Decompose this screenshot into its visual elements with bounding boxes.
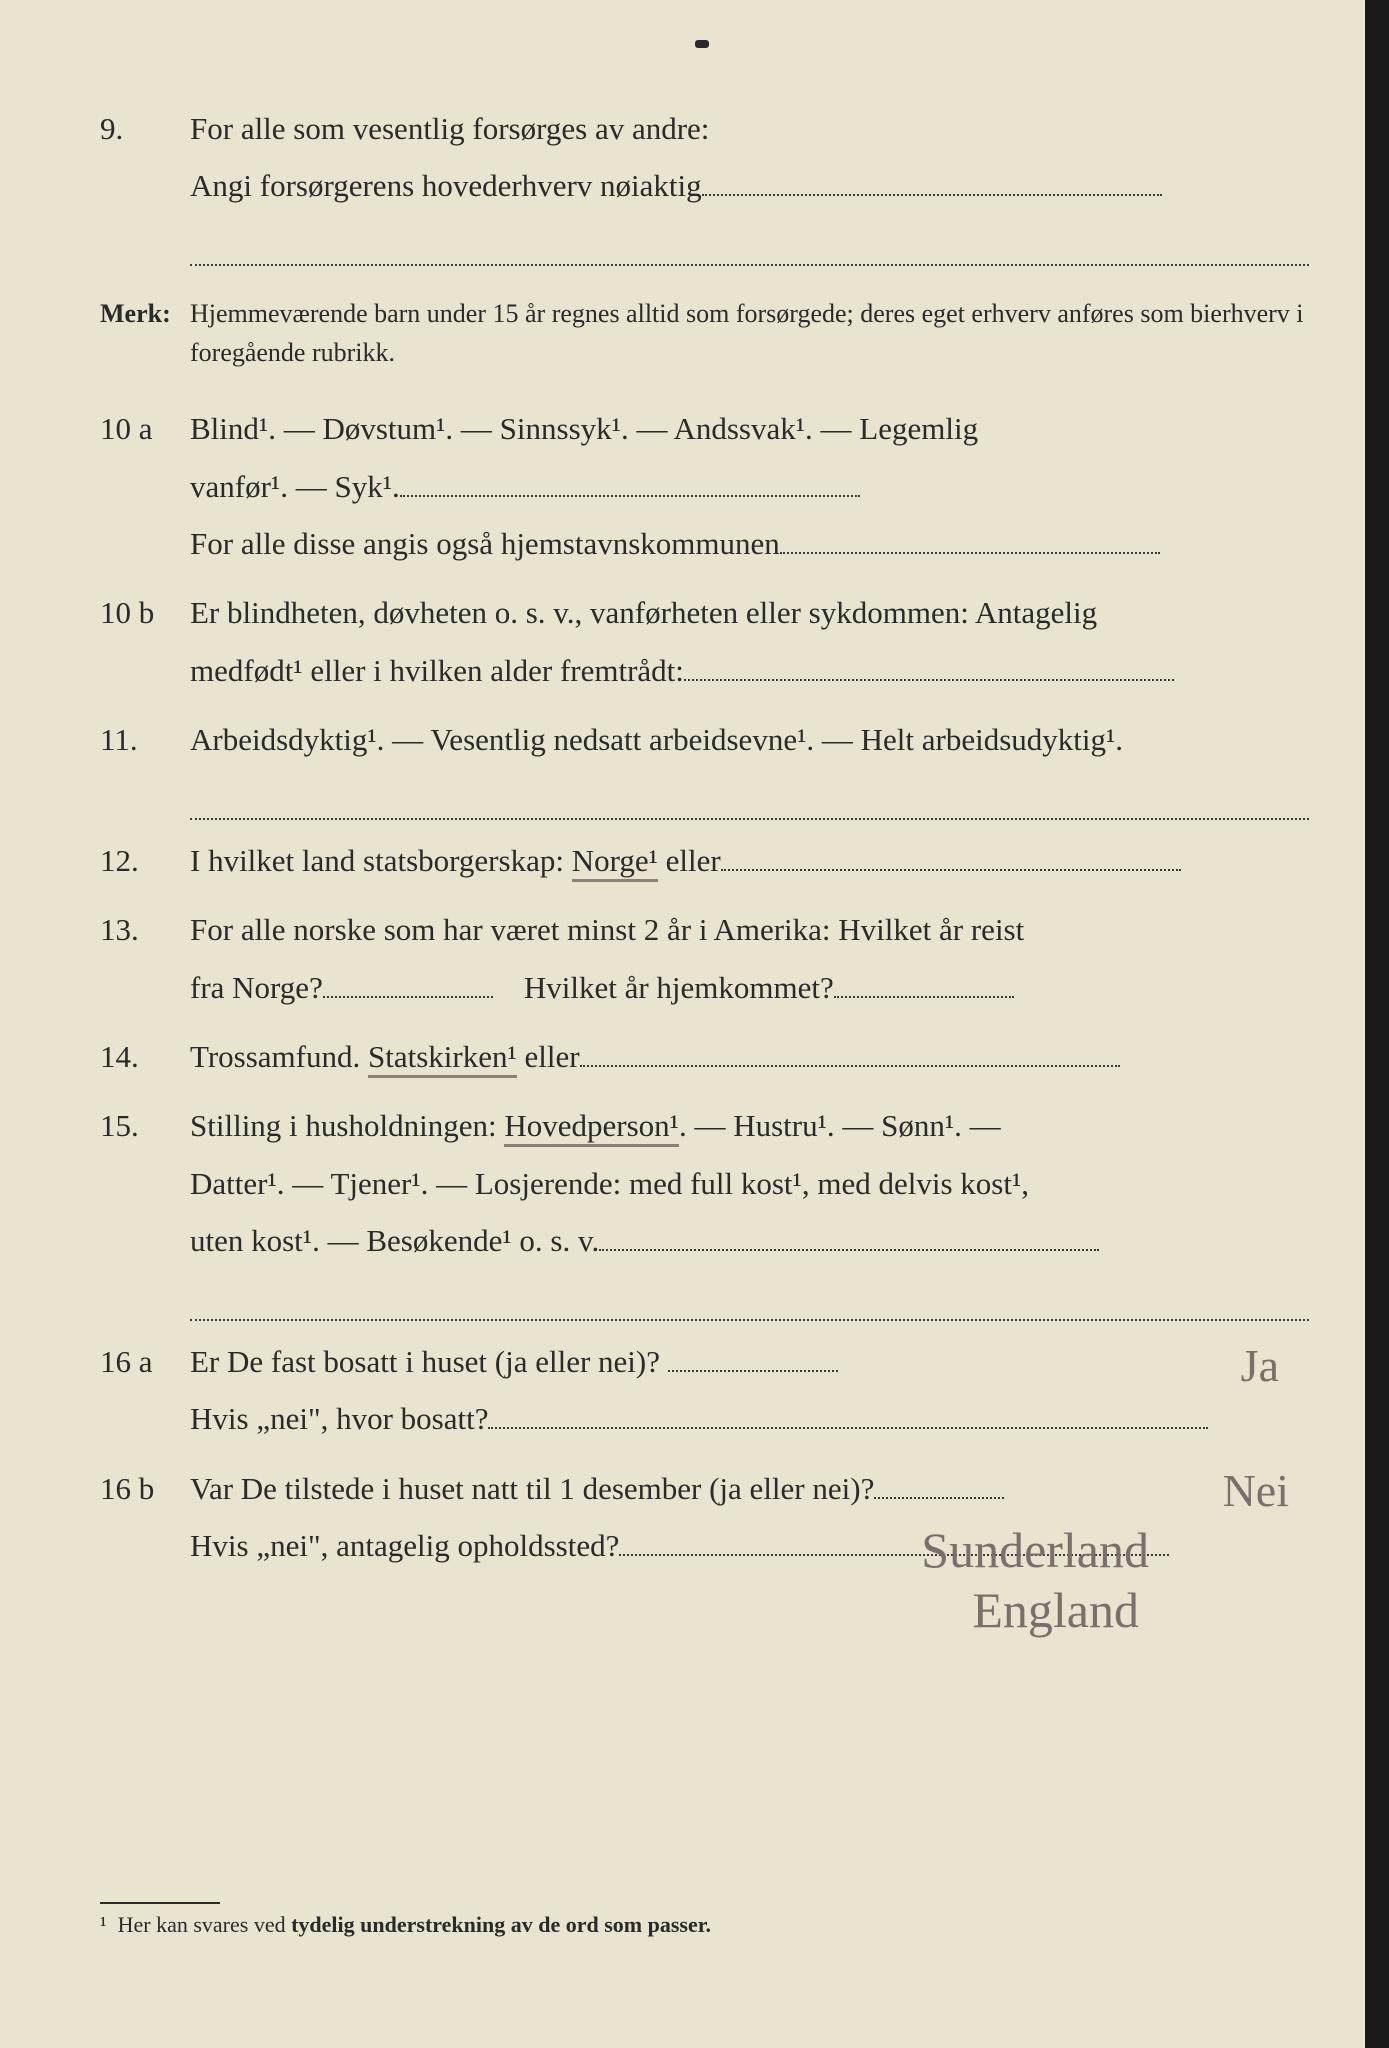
question-11: 11. Arbeidsdyktig¹. — Vesentlig nedsatt … <box>100 711 1309 820</box>
question-number: 9. <box>100 100 190 266</box>
fill-line <box>580 1065 1120 1067</box>
note-body: Hjemmeværende barn under 15 år regnes al… <box>190 294 1309 372</box>
question-body: Er blindheten, døvheten o. s. v., vanfør… <box>190 584 1309 699</box>
fill-line <box>874 1497 1004 1499</box>
question-number: 16 a <box>100 1333 190 1448</box>
footnote-marker: ¹ <box>100 1912 107 1937</box>
question-body: Trossamfund. Statskirken¹ eller <box>190 1028 1309 1085</box>
handwritten-answer-16a: Ja <box>1241 1323 1279 1408</box>
census-form-page: 9. For alle som vesentlig forsørges av a… <box>0 0 1389 2048</box>
question-number: 15. <box>100 1097 190 1321</box>
question-number: 10 a <box>100 400 190 572</box>
handwritten-answer-16b-place2: England <box>972 1564 1139 1657</box>
q10a-options-2: vanfør¹. — Syk¹. <box>190 458 1309 515</box>
question-number: 10 b <box>100 584 190 699</box>
question-number: 11. <box>100 711 190 820</box>
q10b-line1: Er blindheten, døvheten o. s. v., vanfør… <box>190 584 1309 641</box>
fill-line <box>599 1249 1099 1251</box>
q13-line2: fra Norge? Hvilket år hjemkommet? <box>190 959 1309 1016</box>
question-14: 14. Trossamfund. Statskirken¹ eller <box>100 1028 1309 1085</box>
question-body: Er De fast bosatt i huset (ja eller nei)… <box>190 1333 1309 1448</box>
q10b-line2: medfødt¹ eller i hvilken alder fremtrådt… <box>190 642 1309 699</box>
question-9: 9. For alle som vesentlig forsørges av a… <box>100 100 1309 266</box>
q10a-options-1: Blind¹. — Døvstum¹. — Sinnssyk¹. — Andss… <box>190 400 1309 457</box>
fill-line <box>190 1269 1309 1321</box>
note-merk: Merk: Hjemmeværende barn under 15 år reg… <box>100 294 1309 372</box>
q11-options: Arbeidsdyktig¹. — Vesentlig nedsatt arbe… <box>190 711 1309 768</box>
fill-line <box>190 768 1309 820</box>
question-body: For alle som vesentlig forsørges av andr… <box>190 100 1309 266</box>
question-16b: 16 b Var De tilstede i huset natt til 1 … <box>100 1460 1309 1575</box>
q15-line2: Datter¹. — Tjener¹. — Losjerende: med fu… <box>190 1155 1309 1212</box>
q16a-line2: Hvis „nei", hvor bosatt? <box>190 1390 1309 1447</box>
handwritten-answer-16b-yesno: Nei <box>1223 1448 1289 1533</box>
fill-line <box>834 996 1014 998</box>
question-body: Blind¹. — Døvstum¹. — Sinnssyk¹. — Andss… <box>190 400 1309 572</box>
fill-line <box>668 1370 838 1372</box>
question-number: 14. <box>100 1028 190 1085</box>
question-10b: 10 b Er blindheten, døvheten o. s. v., v… <box>100 584 1309 699</box>
fill-line <box>323 996 493 998</box>
note-label: Merk: <box>100 294 190 372</box>
fill-line <box>400 495 860 497</box>
question-12: 12. I hvilket land statsborgerskap: Norg… <box>100 832 1309 889</box>
question-10a: 10 a Blind¹. — Døvstum¹. — Sinnssyk¹. — … <box>100 400 1309 572</box>
fill-line <box>780 552 1160 554</box>
page-mark <box>695 40 709 48</box>
fill-line <box>721 869 1181 871</box>
q10a-hjemstavn: For alle disse angis også hjemstavnskomm… <box>190 515 1309 572</box>
fill-line <box>702 194 1162 196</box>
question-body: Stilling i husholdningen: Hovedperson¹. … <box>190 1097 1309 1321</box>
question-body: I hvilket land statsborgerskap: Norge¹ e… <box>190 832 1309 889</box>
q13-line1: For alle norske som har været minst 2 år… <box>190 901 1309 958</box>
question-body: For alle norske som har været minst 2 år… <box>190 901 1309 1016</box>
q9-line1: For alle som vesentlig forsørges av andr… <box>190 100 1309 157</box>
question-15: 15. Stilling i husholdningen: Hovedperso… <box>100 1097 1309 1321</box>
underlined-norge: Norge¹ <box>572 843 658 882</box>
question-16a: 16 a Er De fast bosatt i huset (ja eller… <box>100 1333 1309 1448</box>
fill-line <box>684 679 1174 681</box>
footnote: ¹ Her kan svares ved tydelig understrekn… <box>100 1902 711 1938</box>
q9-line2: Angi forsørgerens hovederhverv nøiaktig <box>190 157 1309 214</box>
q16a-line1: Er De fast bosatt i huset (ja eller nei)… <box>190 1333 1309 1390</box>
question-number: 12. <box>100 832 190 889</box>
question-body: Arbeidsdyktig¹. — Vesentlig nedsatt arbe… <box>190 711 1309 820</box>
fill-line <box>488 1427 1208 1429</box>
footnote-text: Her kan svares ved tydelig understreknin… <box>118 1912 711 1937</box>
scan-edge <box>1365 0 1389 2048</box>
q15-line3: uten kost¹. — Besøkende¹ o. s. v. <box>190 1212 1309 1269</box>
question-number: 13. <box>100 901 190 1016</box>
question-number: 16 b <box>100 1460 190 1575</box>
q15-line1: Stilling i husholdningen: Hovedperson¹. … <box>190 1097 1309 1154</box>
footnote-rule <box>100 1902 220 1904</box>
underlined-hovedperson: Hovedperson¹ <box>504 1108 679 1147</box>
fill-line <box>190 215 1309 267</box>
question-13: 13. For alle norske som har været minst … <box>100 901 1309 1016</box>
underlined-statskirken: Statskirken¹ <box>368 1039 517 1078</box>
